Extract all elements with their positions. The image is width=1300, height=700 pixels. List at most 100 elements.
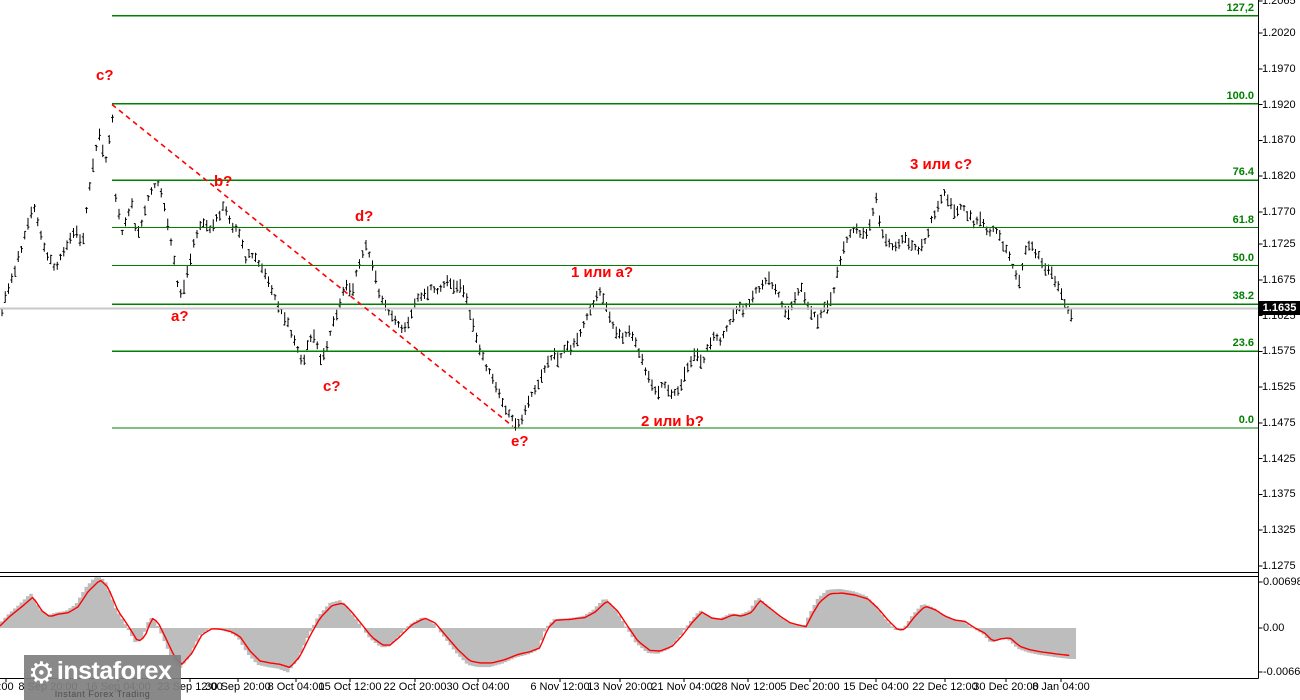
bar-open-tick — [59, 254, 61, 256]
bar-open-tick — [374, 280, 376, 282]
oscillator-histogram-bar — [208, 628, 212, 629]
time-axis-label: 30 Oct 04:00 — [446, 681, 510, 693]
oscillator-histogram-bar — [234, 628, 238, 637]
bar-open-tick — [663, 383, 665, 385]
bar-close-tick — [369, 251, 371, 253]
bar-open-tick — [764, 277, 766, 279]
bar-open-tick — [68, 238, 71, 240]
bar-close-tick — [840, 259, 842, 261]
bar-close-tick — [447, 281, 449, 283]
oscillator-histogram-bar — [1033, 628, 1038, 655]
oscillator-histogram-bar — [195, 628, 199, 642]
bar-open-tick — [530, 391, 532, 393]
bar-open-tick — [309, 336, 311, 338]
bar-open-tick — [751, 299, 753, 301]
bar-open-tick — [566, 348, 568, 350]
bar-close-tick — [213, 228, 215, 230]
oscillator-histogram-bar — [461, 628, 466, 661]
bar-open-tick — [429, 285, 431, 287]
oscillator-histogram-bar — [646, 628, 651, 654]
bar-close-tick — [908, 246, 911, 248]
wave-annotation-label: b? — [214, 173, 233, 190]
bar-open-tick — [686, 364, 688, 366]
bar-open-tick — [302, 357, 305, 359]
bar-open-tick — [910, 249, 912, 251]
bar-open-tick — [182, 292, 184, 294]
oscillator-histogram-bar — [1023, 628, 1028, 652]
bar-close-tick — [674, 388, 677, 390]
bar-open-tick — [107, 135, 110, 137]
bar-open-tick — [978, 225, 981, 227]
oscillator-histogram-bar — [682, 628, 687, 631]
oscillator-histogram-bar — [347, 609, 352, 628]
instaforex-gear-icon: ⚙ — [28, 657, 55, 690]
bar-open-tick — [75, 234, 77, 236]
bar-open-tick — [848, 235, 851, 237]
bar-close-tick — [219, 218, 222, 220]
bar-open-tick — [377, 290, 379, 292]
bar-open-tick — [319, 355, 321, 357]
bar-open-tick — [546, 363, 548, 365]
bar-open-tick — [917, 249, 919, 251]
oscillator-histogram-bar — [744, 611, 748, 628]
bar-close-tick — [353, 291, 355, 293]
bar-close-tick — [450, 287, 452, 289]
bar-open-tick — [172, 262, 175, 264]
price-axis-label: 1.1525 — [1262, 381, 1296, 394]
oscillator-histogram-bar — [919, 605, 924, 628]
oscillator-histogram-bar — [143, 628, 147, 632]
oscillator-histogram-bar — [773, 612, 778, 628]
bar-open-tick — [634, 345, 636, 347]
bar-open-tick — [650, 384, 652, 386]
bar-open-tick — [7, 290, 9, 292]
oscillator-histogram-bar — [578, 616, 583, 628]
oscillator-histogram-bar — [65, 610, 69, 628]
bar-close-tick — [1055, 281, 1057, 283]
bar-close-tick — [905, 234, 907, 236]
bar-close-tick — [743, 313, 745, 315]
bar-close-tick — [915, 245, 917, 247]
bar-close-tick — [996, 229, 998, 231]
price-axis-label: 1.1770 — [1262, 205, 1296, 218]
oscillator-histogram-bar — [513, 628, 518, 658]
oscillator-histogram-bar — [520, 628, 524, 657]
oscillator-histogram-bar — [247, 628, 251, 655]
bar-close-tick — [34, 205, 36, 207]
bar-open-tick — [796, 288, 799, 290]
oscillator-histogram-bar — [260, 628, 264, 666]
oscillator-histogram-bar — [594, 606, 599, 628]
oscillator-histogram-bar — [666, 628, 670, 650]
oscillator-histogram-bar — [672, 628, 677, 644]
bar-close-tick — [652, 388, 654, 390]
oscillator-histogram-bar — [643, 628, 648, 651]
bar-open-tick — [631, 337, 633, 339]
bar-close-tick — [216, 217, 218, 219]
bar-close-tick — [408, 326, 410, 328]
oscillator-histogram-bar — [793, 624, 797, 628]
oscillator-histogram-bar — [185, 628, 189, 660]
bar-open-tick — [556, 365, 558, 367]
bar-close-tick — [726, 325, 729, 327]
oscillator-histogram-bar — [487, 628, 492, 668]
oscillator-histogram-bar — [458, 628, 462, 657]
wave-annotation-label: 2 или b? — [641, 413, 704, 430]
oscillator-histogram-bar — [799, 625, 804, 628]
bar-open-tick — [507, 414, 509, 416]
oscillator-histogram-bar — [1017, 628, 1021, 650]
bar-open-tick — [962, 205, 964, 207]
oscillator-histogram-bar — [172, 628, 176, 663]
bar-open-tick — [517, 418, 519, 420]
bar-close-tick — [658, 397, 660, 399]
oscillator-histogram-bar — [201, 628, 206, 634]
bar-close-tick — [876, 199, 878, 201]
oscillator-histogram-bar — [419, 617, 423, 628]
bar-close-tick — [739, 302, 742, 304]
bar-close-tick — [148, 196, 150, 198]
bar-open-tick — [939, 195, 942, 197]
bar-open-tick — [1053, 283, 1055, 285]
bar-close-tick — [886, 244, 888, 246]
price-axis-label: 1.1575 — [1262, 345, 1296, 358]
bar-open-tick — [611, 322, 613, 324]
bar-close-tick — [483, 352, 485, 354]
